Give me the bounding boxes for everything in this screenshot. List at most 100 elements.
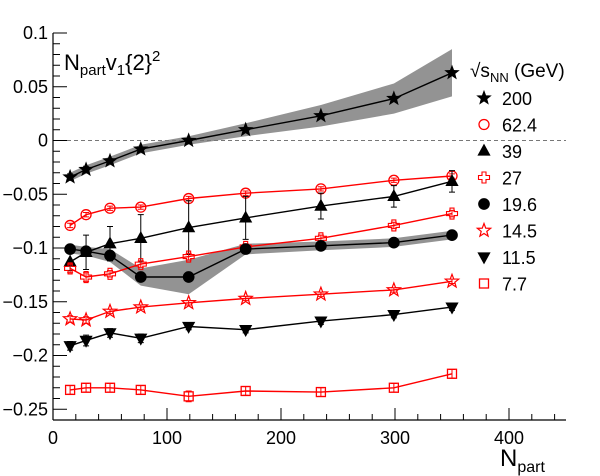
data-point	[64, 219, 76, 232]
data-point	[101, 302, 119, 319]
data-point	[135, 384, 146, 396]
band-200	[70, 49, 452, 182]
x-tick-label: 200	[266, 428, 296, 448]
legend-label: 62.4	[502, 116, 537, 136]
axis-ticks: 0 100 200 300 400 −0.25 −0.2 −0.15 −0.1 −0.05 0 0.0…	[2, 23, 556, 448]
legend-label: 27	[502, 169, 522, 189]
data-point	[445, 207, 459, 220]
data-point	[135, 201, 147, 213]
x-tick-label: 0	[48, 428, 58, 448]
y-tick-label: 0.05	[13, 77, 48, 97]
x-tick-label: 300	[380, 428, 410, 448]
series-11.5	[63, 302, 459, 354]
data-point	[386, 90, 402, 106]
data-point	[104, 249, 116, 262]
series-27	[64, 207, 459, 284]
data-point	[239, 325, 253, 338]
data-point	[239, 210, 253, 223]
legend-label: 7.7	[502, 275, 527, 295]
band-19.6	[70, 230, 452, 295]
legend-item-62.4: 62.4	[478, 116, 537, 136]
data-point	[387, 219, 400, 232]
y-tick-label: 0	[38, 131, 48, 151]
legend-label: 200	[502, 89, 532, 109]
series-14.5	[61, 272, 461, 328]
legend-marker	[475, 221, 493, 238]
y-tick-label: −0.1	[12, 238, 48, 258]
data-point	[104, 202, 116, 214]
data-point	[132, 298, 150, 315]
data-point	[134, 271, 147, 283]
legend-label: 19.6	[502, 195, 537, 215]
data-point	[445, 174, 459, 186]
data-point	[315, 240, 327, 252]
data-point	[182, 321, 196, 334]
legend-item-14.5: 14.5	[475, 221, 537, 242]
legend-marker	[478, 198, 490, 210]
legend-item-39: 39	[477, 142, 522, 162]
error-bar	[317, 186, 324, 192]
data-point	[180, 132, 197, 148]
error-bar	[185, 390, 192, 403]
x-axis-label: Npart	[500, 445, 545, 476]
data-point	[445, 302, 459, 315]
legend-marker	[478, 278, 490, 289]
error-bar	[107, 205, 113, 211]
data-point	[183, 391, 194, 402]
error-bar	[137, 204, 144, 210]
error-bar	[242, 190, 249, 196]
data-point	[134, 230, 148, 243]
series-line-7.7	[70, 373, 453, 398]
legend-title: √sNN (GeV)	[470, 61, 565, 85]
data-point	[63, 341, 77, 354]
data-point	[312, 285, 330, 302]
series-7.7	[64, 368, 458, 403]
y-axis-label: Npartv1{2}2	[64, 48, 160, 79]
data-point	[134, 333, 148, 346]
data-point	[182, 250, 195, 263]
data-point	[314, 198, 328, 211]
x-tick-label: 100	[152, 428, 182, 448]
data-point	[313, 107, 329, 123]
data-point	[180, 294, 197, 310]
error-bar	[390, 177, 397, 183]
data-point	[388, 382, 400, 393]
legend: 200 62.4 39 27 19.6 14.5 11.5 7.7	[475, 89, 537, 295]
data-point	[77, 311, 95, 328]
data-point	[103, 328, 117, 341]
data-point	[61, 310, 79, 326]
data-point	[315, 386, 327, 398]
data-point	[80, 382, 92, 393]
legend-marker	[476, 89, 492, 105]
error-bar	[67, 222, 74, 229]
data-point	[102, 152, 118, 168]
series-62.4	[64, 170, 458, 232]
data-point	[385, 281, 403, 297]
data-point	[387, 189, 401, 202]
legend-item-19.6: 19.6	[478, 195, 537, 215]
uncertainty-bands	[70, 49, 452, 295]
data-point	[78, 161, 94, 177]
series-layer	[61, 64, 461, 403]
data-point	[62, 168, 78, 184]
series-200	[62, 64, 460, 184]
legend-item-200: 200	[476, 89, 532, 109]
data-point	[64, 243, 76, 255]
legend-item-27: 27	[477, 169, 522, 189]
legend-marker	[478, 118, 490, 131]
data-point	[64, 384, 76, 396]
data-point	[103, 267, 117, 280]
data-point	[237, 289, 254, 306]
data-point	[79, 335, 93, 348]
data-point	[134, 258, 147, 271]
legend-label: 39	[502, 142, 522, 162]
legend-marker	[477, 252, 491, 265]
series-19.6	[64, 229, 458, 283]
data-point	[443, 272, 461, 289]
data-point	[239, 243, 252, 255]
y-tick-label: −0.05	[2, 184, 48, 204]
data-point	[240, 385, 251, 397]
data-point	[80, 245, 92, 258]
axes	[52, 33, 566, 421]
data-point	[314, 316, 328, 329]
